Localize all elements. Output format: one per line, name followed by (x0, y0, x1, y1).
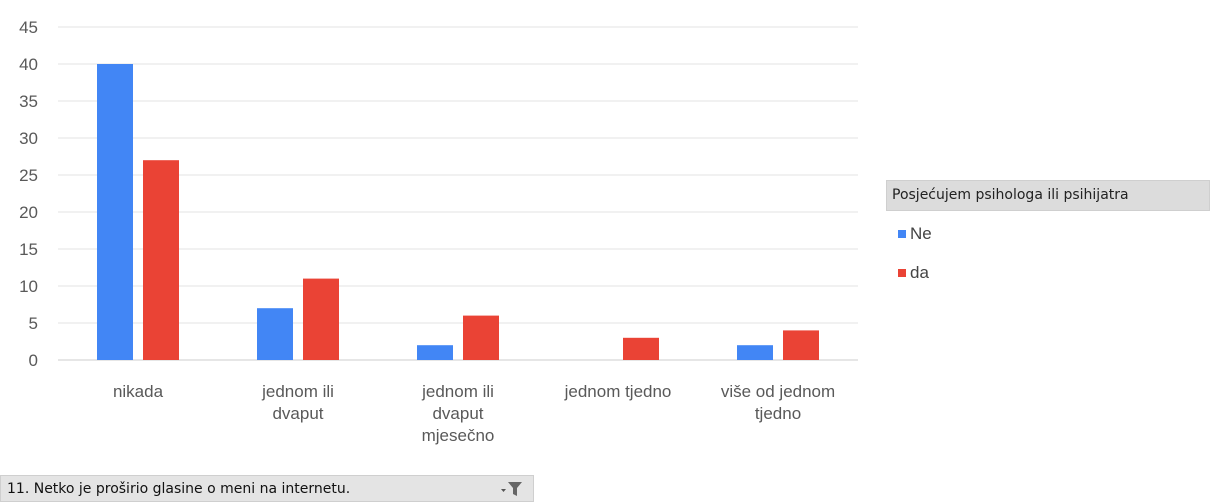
y-tick-label: 30 (19, 129, 38, 148)
bar-da-4 (783, 330, 819, 360)
y-tick-label: 45 (19, 18, 38, 37)
category-label: jednom ili dvaput (261, 382, 334, 423)
legend-item-ne[interactable]: Ne (898, 224, 932, 244)
bars (97, 64, 819, 360)
bar-da-1 (303, 278, 339, 360)
bar-ne-4 (737, 345, 773, 360)
filter-dropdown-button[interactable] (499, 479, 525, 499)
question-filter-field[interactable]: 11. Netko je proširio glasine o meni na … (0, 475, 534, 502)
bar-da-0 (143, 160, 179, 360)
y-tick-label: 25 (19, 166, 38, 185)
category-label: nikada (113, 382, 164, 401)
legend-label-ne: Ne (910, 224, 932, 243)
bar-da-2 (463, 315, 499, 360)
bar-chart: 0 5 10 15 20 25 30 35 40 45 nikada jednom ili dvapu… (19, 18, 858, 445)
gridlines (58, 26, 858, 361)
legend-title: Posjećujem psihologa ili psihijatra (886, 180, 1210, 211)
category-label: jednom tjedno (564, 382, 672, 401)
filter-field-label: 11. Netko je proširio glasine o meni na … (7, 480, 351, 497)
legend-item-da[interactable]: da (898, 263, 929, 283)
y-tick-label: 35 (19, 92, 38, 111)
category-label: više od jednom tjedno (721, 382, 835, 423)
y-axis-ticks: 0 5 10 15 20 25 30 35 40 45 (19, 18, 38, 370)
bar-ne-0 (97, 64, 133, 360)
y-tick-label: 5 (29, 314, 38, 333)
bar-ne-1 (257, 308, 293, 360)
filter-icon (501, 482, 522, 496)
category-label: jednom ili dvaput mjesečno (421, 382, 494, 445)
y-tick-label: 20 (19, 203, 38, 222)
y-tick-label: 15 (19, 240, 38, 259)
bar-ne-2 (417, 345, 453, 360)
y-tick-label: 40 (19, 55, 38, 74)
y-tick-label: 10 (19, 277, 38, 296)
legend-label-da: da (910, 263, 929, 282)
bar-da-3 (623, 337, 659, 360)
legend-swatch-ne (898, 230, 906, 238)
category-labels: nikada jednom ili dvaput jednom ili dvaput mj… (113, 382, 835, 445)
y-tick-label: 0 (29, 351, 38, 370)
legend-swatch-da (898, 269, 906, 277)
